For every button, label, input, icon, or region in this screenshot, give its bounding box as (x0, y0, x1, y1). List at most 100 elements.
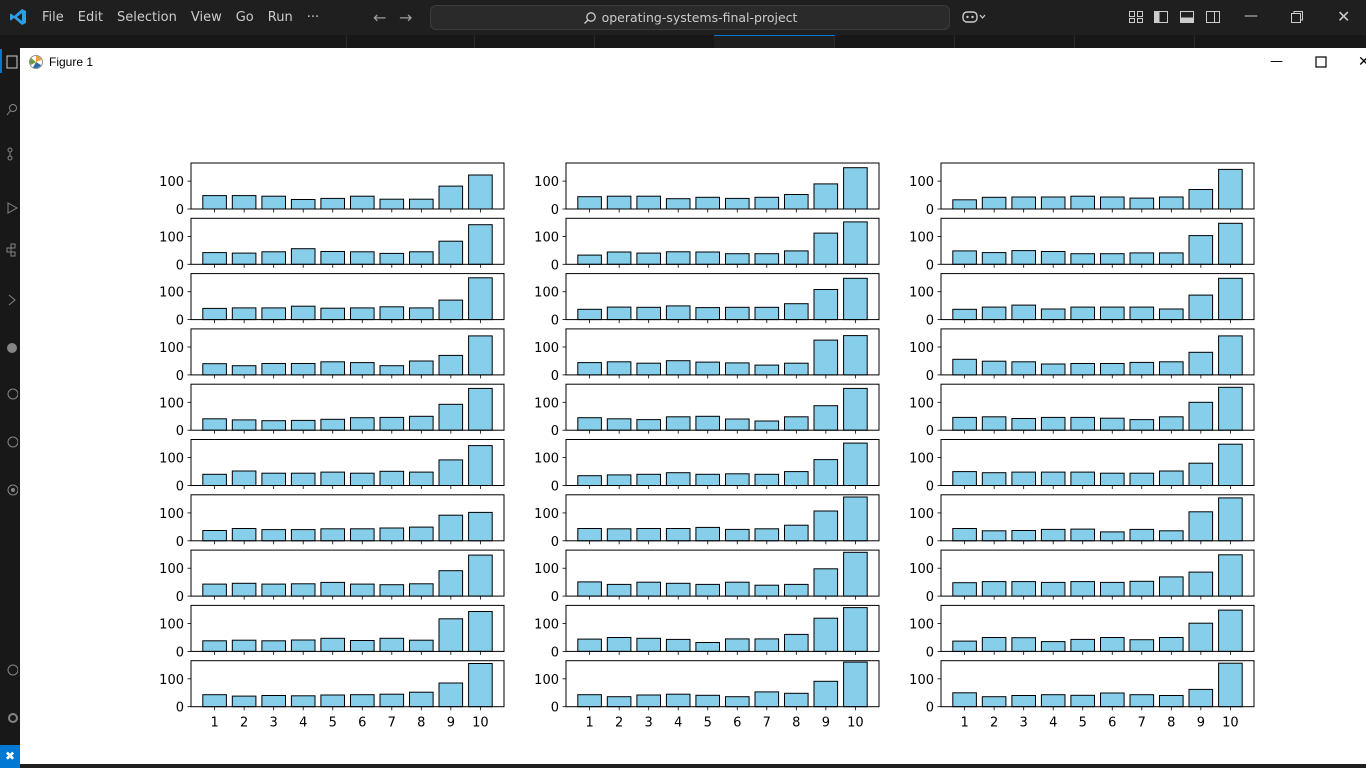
bar (438, 570, 464, 597)
bar (1218, 609, 1243, 652)
bar (843, 661, 868, 708)
bar (1188, 401, 1214, 431)
x-tick-label: 4 (299, 716, 307, 731)
back-arrow-icon[interactable]: ← (373, 8, 387, 27)
menu-more[interactable]: ··· (306, 10, 320, 25)
activity-bar (0, 35, 20, 768)
customize-layout-icon[interactable] (1128, 9, 1144, 25)
x-tick-label: 2 (990, 716, 998, 731)
bar (320, 361, 345, 376)
source-control-icon[interactable] (6, 147, 18, 161)
menu-run[interactable]: Run (267, 10, 293, 25)
extensions-icon[interactable] (6, 243, 18, 257)
toggle-secondary-sidebar-icon[interactable] (1205, 9, 1221, 25)
bar (1011, 250, 1037, 265)
bar (379, 198, 405, 210)
accounts-icon[interactable] (6, 663, 18, 677)
figure-minimize-icon[interactable]: — (1270, 54, 1283, 69)
bar (202, 530, 227, 542)
figure-maximize-icon[interactable] (1315, 56, 1327, 68)
bar (754, 473, 780, 486)
bar (1129, 361, 1155, 376)
subplot: 0 100 (909, 328, 1255, 384)
axes-frame (565, 328, 880, 376)
forward-arrow-icon[interactable]: → (399, 8, 413, 27)
bar (202, 694, 227, 708)
testing-icon[interactable] (6, 293, 18, 307)
bar (606, 418, 632, 431)
menu-file[interactable]: File (42, 10, 64, 25)
bar (1011, 581, 1037, 597)
editor-tab[interactable] (346, 35, 475, 49)
bar (231, 252, 257, 265)
bar (290, 695, 316, 708)
bar (1129, 197, 1155, 210)
github-icon[interactable] (6, 483, 18, 497)
x-tick-label: 8 (417, 716, 425, 731)
x-tick-label: 3 (270, 716, 278, 731)
bar (379, 306, 405, 321)
editor-tab[interactable] (20, 35, 347, 49)
bar (695, 694, 721, 708)
window-close-icon[interactable]: ✕ (1337, 7, 1351, 26)
axes-frame (565, 439, 880, 486)
editor-tab[interactable] (594, 35, 715, 49)
bar (695, 583, 721, 597)
bar (1011, 196, 1037, 210)
bar (577, 528, 602, 542)
bar (1188, 351, 1214, 376)
timeline-icon[interactable] (6, 387, 18, 401)
axes-frame (940, 604, 1255, 652)
x-tick-label: 1 (960, 716, 968, 731)
bar (1218, 662, 1243, 708)
bar (379, 252, 405, 265)
axes-frame (190, 273, 505, 321)
figure-close-icon[interactable]: ✕ (1358, 54, 1366, 70)
axes-frame (190, 383, 505, 431)
menu-bar: File Edit Selection View Go Run ··· (35, 0, 326, 35)
bar (784, 194, 809, 210)
explorer-icon[interactable] (6, 55, 18, 69)
bar (202, 363, 227, 376)
bar (981, 696, 1007, 708)
y-tick-label: 0 (176, 480, 184, 495)
menu-view[interactable]: View (190, 10, 222, 25)
menu-edit[interactable]: Edit (77, 10, 103, 25)
bar (1129, 528, 1155, 542)
editor-tab[interactable] (954, 35, 1075, 49)
window-restore-icon[interactable] (1289, 9, 1305, 25)
matplotlib-icon (29, 55, 43, 69)
bar (379, 584, 405, 597)
toggle-primary-sidebar-icon[interactable] (1153, 9, 1169, 25)
menu-go[interactable]: Go (235, 10, 254, 25)
docker-icon[interactable] (6, 435, 18, 449)
axes-frame (190, 162, 505, 210)
search-sidebar-icon[interactable] (6, 103, 18, 117)
axes-frame (190, 604, 505, 652)
editor-tab[interactable] (474, 35, 595, 49)
bar (290, 305, 316, 321)
editor-tab-active[interactable] (714, 35, 835, 50)
x-tick-label: 3 (645, 716, 653, 731)
command-center-search[interactable]: operating-systems-final-project (430, 5, 950, 30)
bar (952, 528, 977, 542)
copilot-icon[interactable] (962, 9, 986, 25)
x-tick-label: 8 (1167, 716, 1175, 731)
subplot: 0 100 (534, 383, 880, 439)
bar (606, 195, 632, 210)
bar (1070, 694, 1096, 708)
editor-tab[interactable] (834, 35, 955, 49)
subplot: 0 100 (159, 604, 505, 660)
editor-tab[interactable] (1074, 35, 1195, 49)
manage-gear-icon[interactable] (6, 711, 18, 725)
y-tick-label: 0 (926, 203, 934, 218)
remote-status-button[interactable]: ✖ (0, 745, 20, 768)
run-debug-icon[interactable] (6, 201, 18, 215)
toggle-panel-icon[interactable] (1179, 9, 1195, 25)
y-tick-label: 100 (534, 507, 559, 522)
remote-explorer-icon[interactable] (6, 341, 18, 355)
menu-selection[interactable]: Selection (116, 10, 177, 25)
window-minimize-icon[interactable]: — (1244, 8, 1258, 24)
y-tick-label: 0 (176, 369, 184, 384)
bar (468, 174, 493, 210)
